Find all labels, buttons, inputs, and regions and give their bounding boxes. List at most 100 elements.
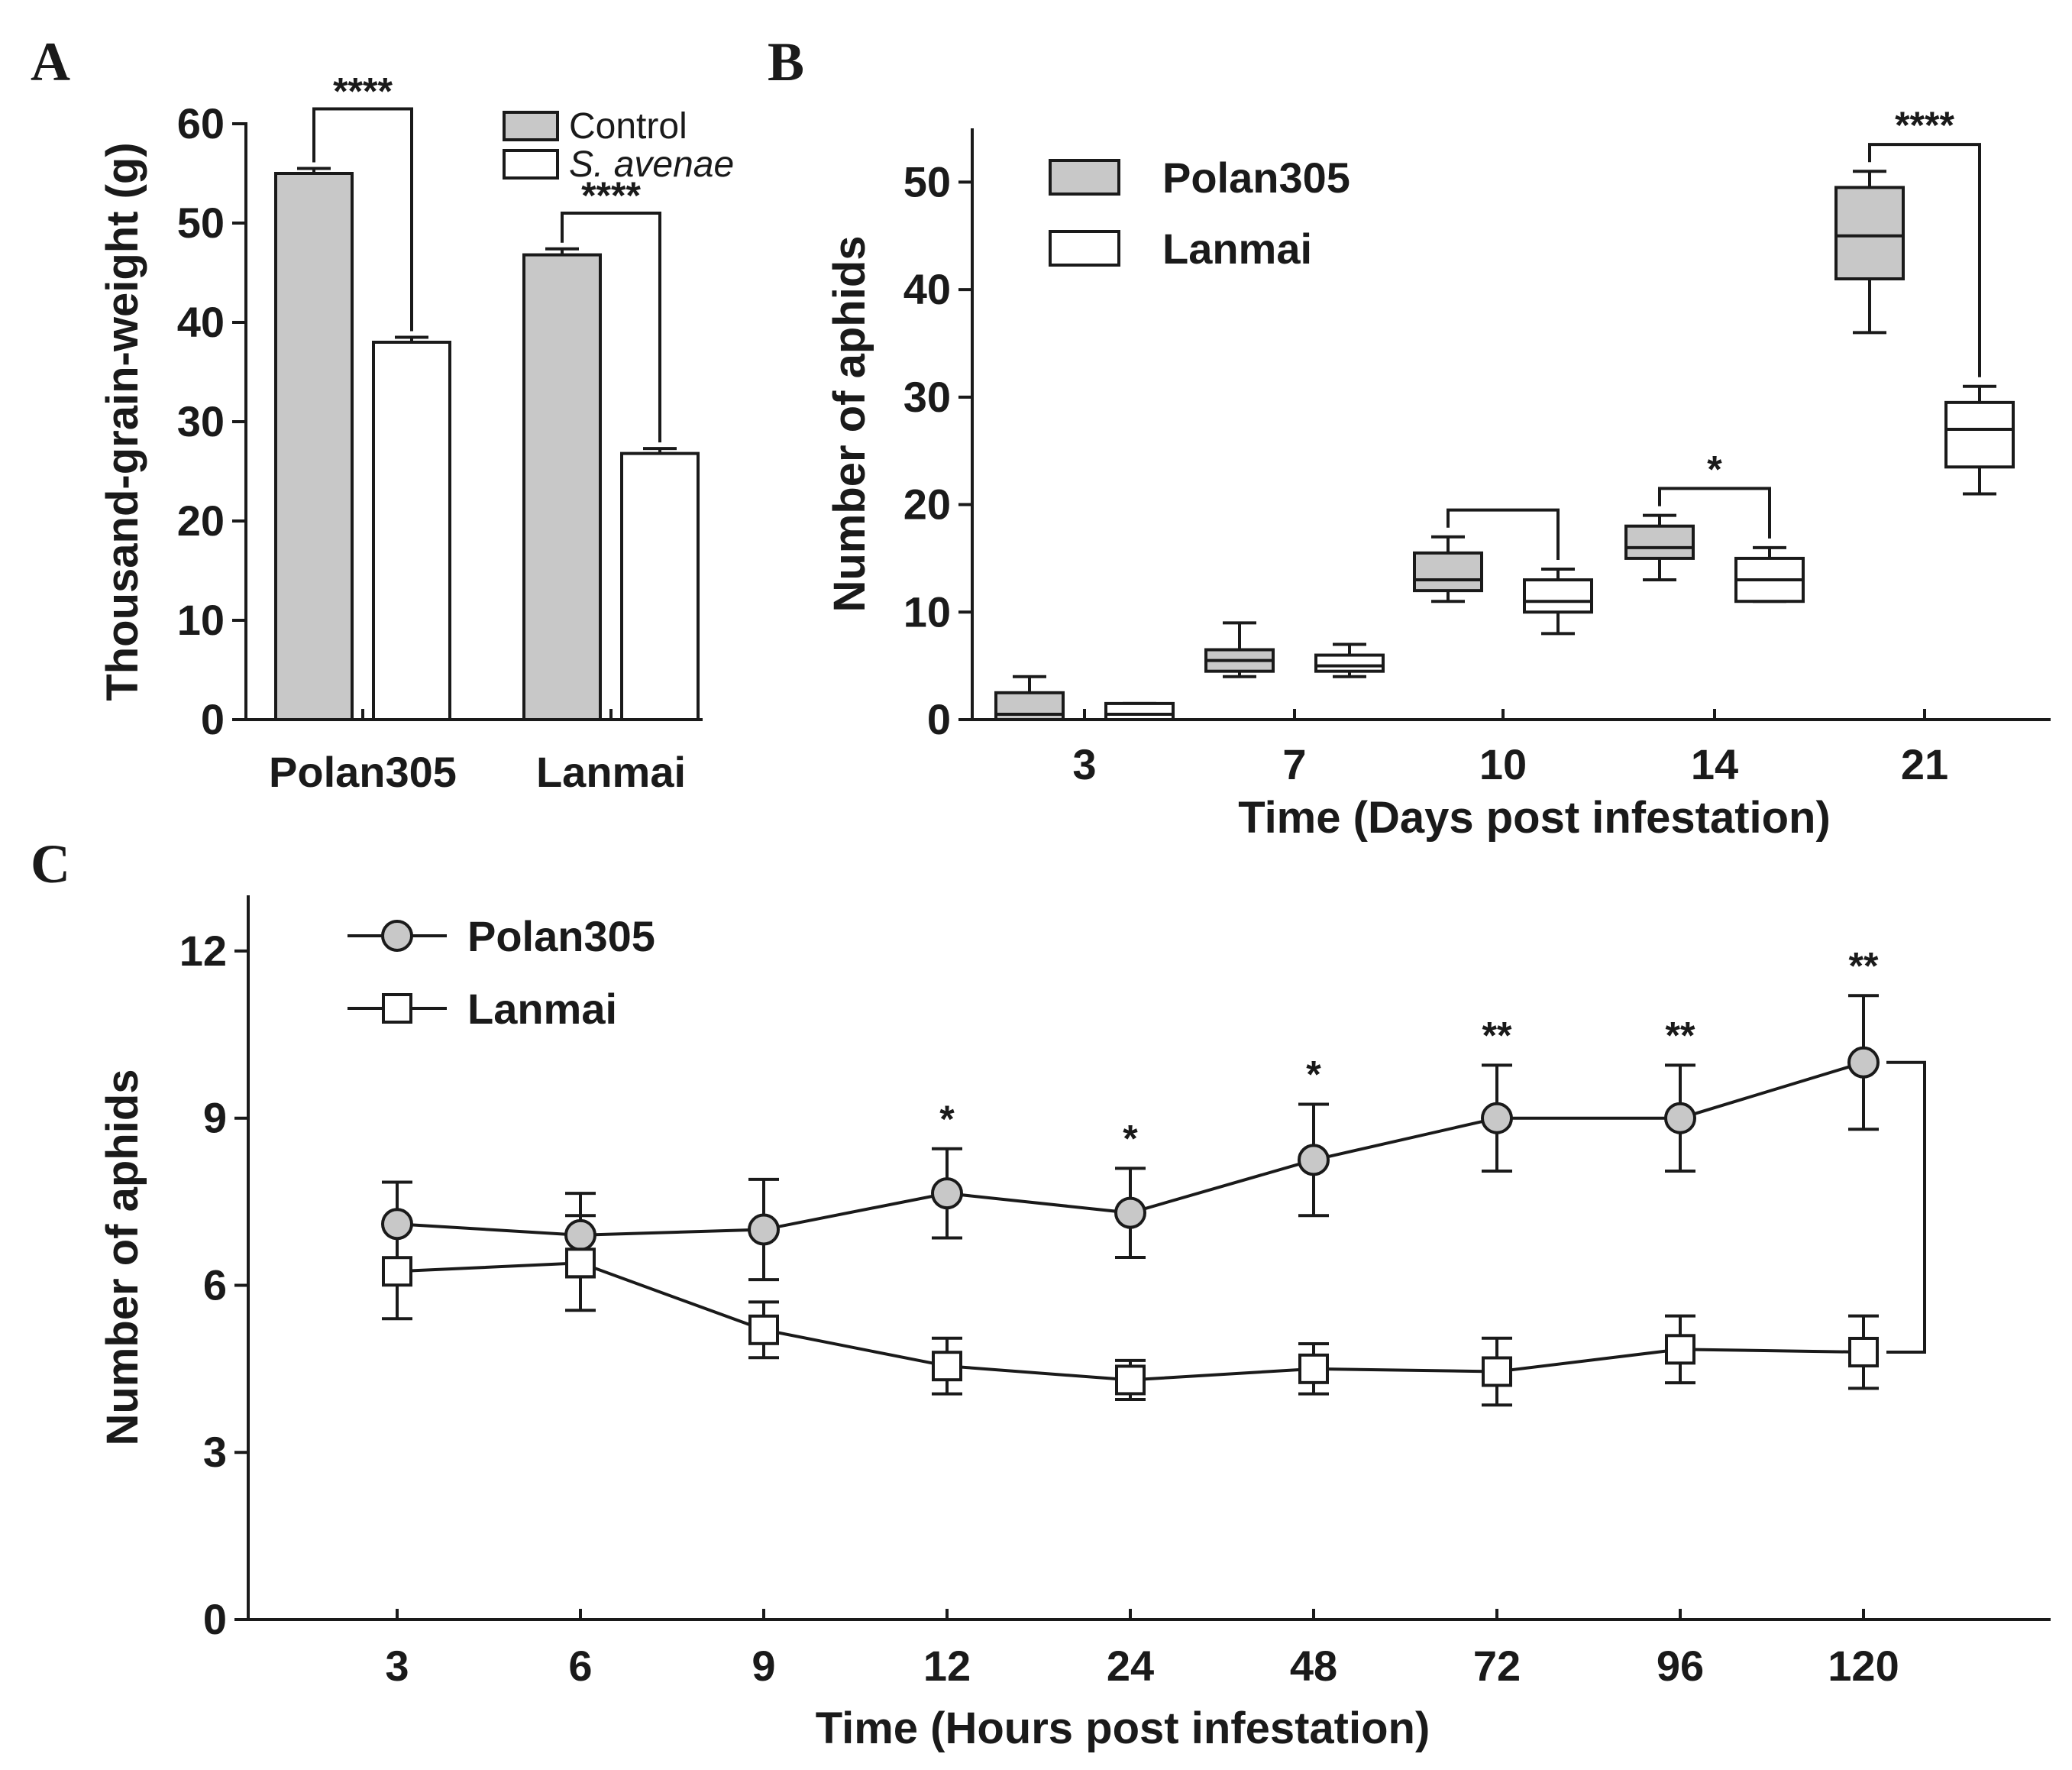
significance-bracket — [312, 107, 413, 332]
y-tick-label: 3 — [203, 1428, 227, 1476]
y-tick-label: 50 — [903, 157, 951, 205]
data-point — [381, 1208, 413, 1241]
x-tick-label: 21 — [1901, 740, 1948, 788]
significance-label: ** — [1482, 1014, 1512, 1056]
data-point — [1848, 1336, 1879, 1367]
x-tick-label: Polan305 — [269, 748, 457, 796]
data-point — [1298, 1144, 1330, 1176]
y-tick-label: 0 — [201, 695, 225, 743]
data-point — [1847, 1046, 1880, 1079]
data-point — [932, 1351, 962, 1382]
panel-label-a: A — [31, 31, 70, 92]
data-point — [931, 1177, 963, 1210]
panel-c-line-chart: 0 3 6 9 12 Number of aphids Time (Hours post i… — [98, 895, 2051, 1753]
x-tick-label: 6 — [568, 1642, 592, 1690]
x-tick-label: 14 — [1691, 740, 1738, 788]
y-tick-label: 20 — [903, 481, 951, 529]
panel-a-bar-chart: 0 10 20 30 40 50 60 Thousand-grain-weight (g) Po… — [98, 70, 734, 797]
data-point — [1665, 1334, 1695, 1365]
data-point — [1482, 1356, 1512, 1387]
y-tick-label: 10 — [903, 587, 951, 636]
y-axis-title: Thousand-grain-weight (g) — [98, 142, 147, 701]
y-tick-label: 6 — [203, 1260, 227, 1309]
y-tick-label: 0 — [203, 1595, 227, 1643]
y-axis-title: Number of aphids — [825, 235, 874, 612]
x-tick-label: 12 — [923, 1642, 971, 1690]
significance-bracket — [1658, 487, 1771, 539]
x-tick-label: 48 — [1290, 1642, 1337, 1690]
data-point — [382, 1256, 412, 1287]
bar — [522, 253, 602, 722]
box — [1944, 400, 2015, 469]
y-tick-label: 30 — [177, 397, 225, 445]
x-axis-title: Time (Days post infestation) — [1238, 793, 1831, 843]
data-point — [565, 1247, 596, 1279]
y-tick-label: 20 — [177, 497, 225, 545]
bar — [372, 341, 451, 721]
legend-label: S. avenae — [569, 144, 734, 185]
y-axis-title: Number of aphids — [98, 1069, 147, 1445]
box — [1413, 551, 1483, 593]
y-tick-label: 0 — [927, 695, 951, 743]
data-point — [1298, 1353, 1329, 1384]
x-tick-label: 7 — [1282, 740, 1306, 788]
legend-swatch — [503, 149, 559, 180]
panel-label-c: C — [31, 833, 70, 895]
panel-label-b: B — [768, 31, 804, 92]
legend-label: Control — [569, 106, 687, 147]
significance-label: ** — [1849, 944, 1879, 987]
bar — [274, 172, 354, 721]
data-point — [1115, 1364, 1146, 1396]
significance-bracket — [1868, 143, 1981, 377]
data-point — [564, 1218, 596, 1251]
legend-label: Lanmai — [467, 985, 617, 1033]
y-tick-label: 10 — [177, 596, 225, 644]
significance-label: **** — [1895, 104, 1954, 147]
x-tick-label: 120 — [1828, 1642, 1899, 1690]
panel-b-box-plot: 0 10 20 30 40 50 Number of aphids Time (Days po… — [825, 104, 2051, 843]
x-tick-label: 9 — [752, 1642, 775, 1690]
significance-bracket — [1886, 1060, 1926, 1354]
legend-label: Lanmai — [1162, 225, 1312, 273]
box — [1314, 653, 1385, 673]
data-point — [748, 1314, 779, 1345]
box — [1523, 578, 1593, 614]
data-point — [1664, 1102, 1696, 1134]
x-tick-label: 3 — [1072, 740, 1096, 788]
y-tick-label: 40 — [903, 265, 951, 313]
box — [1624, 524, 1695, 560]
data-point — [1114, 1196, 1146, 1229]
significance-label: * — [939, 1098, 955, 1141]
legend-marker — [381, 920, 413, 952]
significance-label: ** — [1666, 1014, 1695, 1056]
y-tick-label: 40 — [177, 298, 225, 346]
x-tick-label: 96 — [1657, 1642, 1704, 1690]
significance-label: * — [1123, 1117, 1138, 1160]
data-point — [748, 1213, 780, 1246]
legend-label: Polan305 — [467, 912, 655, 960]
x-tick-label: 3 — [385, 1642, 409, 1690]
x-tick-label: 24 — [1107, 1642, 1154, 1690]
bar — [620, 451, 700, 721]
legend-swatch — [503, 111, 559, 141]
y-tick-label: 60 — [177, 99, 225, 147]
significance-bracket — [561, 212, 661, 443]
legend-swatch — [1049, 159, 1120, 196]
y-tick-label: 30 — [903, 373, 951, 421]
y-tick-label: 12 — [179, 927, 227, 975]
x-tick-label: 72 — [1473, 1642, 1521, 1690]
x-axis-title: Time (Hours post infestation) — [816, 1704, 1430, 1753]
box — [1104, 701, 1175, 722]
legend-label: Polan305 — [1162, 154, 1350, 202]
x-tick-label: 10 — [1479, 740, 1527, 788]
significance-bracket — [1447, 508, 1560, 560]
significance-label: * — [1306, 1053, 1321, 1095]
x-tick-label: Lanmai — [536, 748, 686, 796]
significance-label: **** — [581, 174, 641, 217]
y-tick-label: 50 — [177, 199, 225, 247]
y-tick-label: 9 — [203, 1094, 227, 1142]
significance-label: **** — [333, 70, 393, 113]
box — [1834, 186, 1905, 281]
legend-marker — [382, 993, 412, 1024]
